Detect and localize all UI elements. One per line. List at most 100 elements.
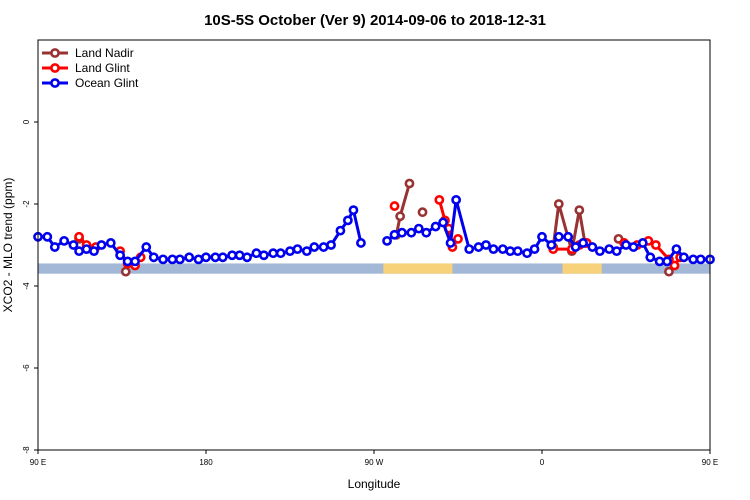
- data-point: [42, 231, 53, 242]
- data-point: [285, 246, 295, 257]
- data-point: [505, 246, 516, 257]
- data-point: [115, 250, 126, 261]
- data-point: [464, 244, 475, 254]
- data-point: [650, 240, 661, 250]
- data-point: [96, 240, 107, 250]
- ocean-band: [38, 263, 710, 274]
- data-point: [68, 240, 79, 250]
- data-point: [406, 227, 417, 238]
- data-point: [201, 252, 211, 263]
- data-point: [537, 231, 547, 242]
- legend-marker: [50, 63, 60, 73]
- data-point: [438, 217, 448, 228]
- data-point: [395, 211, 406, 222]
- data-point: [210, 252, 221, 263]
- data-point: [217, 252, 228, 263]
- data-point: [417, 207, 428, 218]
- data-point: [130, 256, 140, 267]
- series-line-segment: [454, 199, 471, 250]
- legend-marker: [50, 48, 60, 58]
- data-point: [389, 229, 400, 240]
- data-point: [326, 240, 336, 250]
- data-point: [453, 233, 463, 244]
- data-point: [669, 260, 680, 271]
- data-point: [309, 242, 320, 252]
- y-tick-label: -2: [22, 200, 31, 208]
- data-point: [434, 194, 445, 205]
- data-point: [445, 238, 456, 248]
- data-point: [268, 248, 279, 259]
- data-point: [258, 250, 269, 261]
- data-point: [174, 254, 185, 265]
- data-point: [74, 231, 84, 242]
- data-point: [158, 254, 168, 265]
- data-point: [451, 194, 462, 205]
- data-point: [105, 238, 116, 248]
- data-point: [553, 199, 564, 209]
- data-point: [637, 238, 648, 248]
- data-point: [242, 252, 252, 263]
- x-axis-label: Longitude: [348, 477, 401, 491]
- data-point: [397, 227, 407, 238]
- data-point: [421, 227, 432, 238]
- data-point: [570, 242, 581, 252]
- land-ocean-strip: [38, 263, 710, 274]
- legend-marker: [50, 78, 60, 88]
- series-line-segment: [352, 209, 363, 244]
- x-tick-label: 90 E: [702, 458, 718, 467]
- data-point: [473, 242, 484, 252]
- data-point: [275, 248, 286, 259]
- data-point: [497, 244, 508, 254]
- legend-label: Land Nadir: [75, 46, 134, 60]
- y-tick-label: -4: [22, 282, 31, 290]
- legend-item-land-nadir: Land Nadir: [42, 46, 134, 60]
- data-point: [148, 252, 159, 263]
- data-point: [335, 225, 346, 236]
- data-point: [553, 231, 564, 242]
- data-point: [356, 238, 366, 248]
- data-point: [654, 256, 665, 267]
- data-point: [611, 246, 622, 257]
- data-point: [688, 254, 699, 265]
- x-tick-label: 90 E: [30, 458, 46, 467]
- series-line-segment: [398, 183, 411, 217]
- data-point: [430, 221, 441, 232]
- data-point: [664, 266, 674, 277]
- data-point: [74, 246, 84, 257]
- data-point: [184, 252, 195, 263]
- data-point: [251, 248, 262, 259]
- data-point: [122, 256, 133, 267]
- series-line-segment: [449, 199, 458, 244]
- x-tick-label: 0: [540, 458, 545, 467]
- y-tick-label: -6: [22, 364, 31, 372]
- data-point: [695, 254, 706, 265]
- data-point: [662, 256, 672, 267]
- x-tick-label: 90 W: [365, 458, 384, 467]
- data-point: [522, 248, 532, 259]
- data-point: [49, 242, 60, 252]
- data-point: [574, 205, 585, 216]
- data-point: [678, 252, 689, 263]
- data-point: [621, 240, 631, 250]
- data-point: [292, 244, 303, 254]
- data-point: [234, 250, 245, 261]
- data-point: [382, 235, 392, 246]
- legend-label: Land Glint: [75, 61, 130, 75]
- data-point: [389, 201, 400, 211]
- chart-title: 10S-5S October (Ver 9) 2014-09-06 to 201…: [204, 12, 546, 29]
- data-point: [167, 254, 178, 265]
- data-point: [628, 242, 639, 252]
- data-point: [671, 244, 682, 254]
- legend-item-land-glint: Land Glint: [42, 61, 130, 75]
- data-point: [301, 246, 312, 257]
- series-ocean-glint: [33, 194, 715, 267]
- data-point: [413, 223, 424, 234]
- data-point: [578, 238, 588, 248]
- data-point: [342, 215, 353, 226]
- data-point: [587, 242, 598, 252]
- axis-layer: 90 E 180 90 W 0 90 E 0 -2 -4 -6 -8: [22, 119, 718, 467]
- data-point: [594, 246, 605, 257]
- series-layer: [33, 178, 715, 277]
